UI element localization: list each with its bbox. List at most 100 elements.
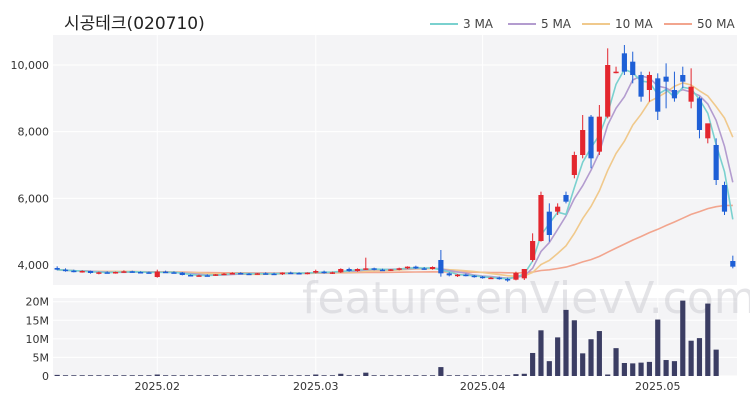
- volume-bar: [288, 375, 294, 376]
- volume-bar: [563, 309, 569, 376]
- volume-bar: [271, 375, 277, 376]
- legend-label: 3 MA: [463, 17, 494, 31]
- volume-bar: [296, 375, 302, 376]
- candlesticks: [54, 45, 736, 282]
- candle-body: [521, 269, 527, 279]
- volume-tick-label: 5M: [33, 351, 50, 364]
- candle-body: [229, 273, 235, 275]
- volume-bar: [137, 375, 144, 376]
- ma3-line: [57, 68, 734, 280]
- volume-bar: [238, 375, 244, 376]
- volume-tick-label: 15M: [26, 314, 50, 327]
- date-tick-label: 2025.02: [135, 380, 181, 393]
- volume-bar: [263, 375, 269, 376]
- candle-body: [204, 275, 210, 277]
- volume-tick-label: 0: [42, 370, 49, 383]
- candle-body: [471, 275, 477, 278]
- volume-bar: [396, 375, 402, 376]
- candle-body: [496, 277, 502, 280]
- candle-body: [479, 276, 486, 279]
- volume-bar: [555, 337, 561, 376]
- volume-bar: [379, 375, 386, 376]
- volume-bar: [354, 375, 361, 376]
- volume-bar: [713, 349, 719, 376]
- volume-tick-label: 10M: [26, 333, 50, 346]
- candle-body: [638, 75, 644, 97]
- volume-bar: [479, 375, 486, 376]
- volume-bar: [321, 375, 327, 376]
- legend-label: 10 MA: [615, 17, 653, 31]
- volume-bar: [87, 375, 94, 376]
- candle-body: [580, 130, 586, 155]
- volume-bar: [254, 375, 260, 376]
- volume-bar: [363, 372, 369, 376]
- volume-bar: [146, 375, 152, 376]
- volume-bar: [171, 375, 177, 376]
- candle-body: [246, 273, 252, 276]
- candle-body: [137, 272, 144, 274]
- volume-bar: [513, 374, 519, 376]
- candle-body: [555, 206, 561, 212]
- candle-body: [313, 271, 319, 273]
- volume-bar: [346, 375, 352, 376]
- date-tick-label: 2025.04: [460, 380, 506, 393]
- volume-bar: [329, 375, 336, 376]
- volume-bar: [663, 360, 669, 376]
- candle-body: [271, 273, 277, 276]
- volume-bar: [530, 352, 536, 376]
- volume-bar: [580, 353, 586, 376]
- volume-bar: [204, 375, 210, 376]
- volume-bar: [196, 375, 202, 376]
- volume-bar: [188, 375, 194, 376]
- candle-body: [730, 261, 736, 267]
- volume-bar: [705, 303, 711, 376]
- candle-body: [505, 279, 511, 281]
- candle-body: [354, 269, 361, 271]
- candle-body: [388, 269, 394, 271]
- volume-bar: [613, 348, 619, 376]
- date-tick-label: 2025.05: [635, 380, 681, 393]
- moving-average-lines: [57, 68, 734, 280]
- candle-body: [112, 272, 119, 274]
- candle-body: [296, 273, 302, 275]
- volume-bar: [54, 374, 60, 376]
- legend: 3 MA 5 MA 10 MA 50 MA: [430, 17, 735, 31]
- volume-bar: [496, 375, 502, 376]
- volume-bar: [630, 363, 636, 376]
- candle-body: [404, 266, 411, 269]
- volume-bar: [488, 375, 494, 376]
- candle-body: [321, 271, 327, 274]
- volume-bar: [605, 374, 611, 376]
- price-tick-label: 6,000: [18, 192, 50, 205]
- candle-body: [630, 61, 636, 75]
- candle-body: [438, 260, 444, 274]
- volume-bar: [213, 375, 219, 376]
- candle-body: [621, 53, 627, 72]
- volume-bar: [154, 374, 160, 376]
- volume-bar: [179, 375, 185, 376]
- volume-bars: [54, 300, 719, 376]
- date-axis-labels: 2025.02 2025.03 2025.04 2025.05: [135, 380, 681, 393]
- candle-body: [213, 274, 219, 276]
- candle-body: [655, 78, 661, 112]
- candle-body: [671, 90, 678, 99]
- volume-bar: [221, 375, 227, 376]
- candle-body: [254, 273, 260, 275]
- candle-body: [571, 155, 577, 175]
- candle-body: [146, 272, 152, 274]
- candle-body: [196, 275, 202, 277]
- volume-bar: [62, 375, 69, 376]
- volume-bar: [229, 375, 235, 376]
- candle-body: [596, 116, 602, 152]
- legend-label: 50 MA: [697, 17, 735, 31]
- volume-tick-label: 20M: [26, 296, 50, 309]
- candle-body: [446, 273, 452, 276]
- volume-bar: [646, 361, 653, 376]
- volume-bar: [96, 375, 102, 376]
- volume-bar: [129, 375, 135, 376]
- candle-body: [54, 268, 60, 270]
- volume-bar: [638, 362, 644, 376]
- candle-body: [179, 272, 185, 275]
- candle-body: [513, 273, 519, 280]
